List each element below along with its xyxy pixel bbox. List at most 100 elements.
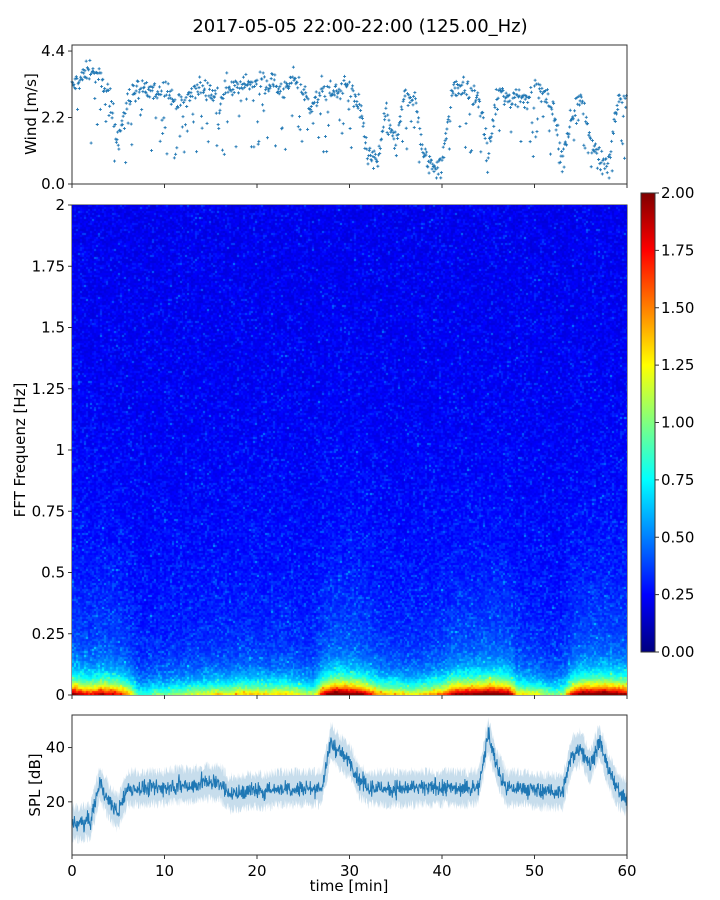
y-tick-label: 2.2 <box>41 109 65 127</box>
wind-point <box>562 165 566 169</box>
wind-point <box>82 71 86 75</box>
wind-point <box>89 141 93 145</box>
wind-point <box>358 115 362 119</box>
wind-point <box>492 103 496 107</box>
wind-point <box>170 88 174 92</box>
wind-point <box>410 98 414 102</box>
wind-point <box>377 144 381 148</box>
wind-point <box>409 96 413 100</box>
wind-point <box>155 96 159 100</box>
wind-point <box>381 125 385 129</box>
wind-point <box>293 76 297 80</box>
wind-point <box>501 89 505 93</box>
wind-point <box>327 123 331 127</box>
wind-point <box>277 87 281 91</box>
wind-point <box>264 88 268 92</box>
wind-point <box>150 89 154 93</box>
wind-point <box>376 164 380 168</box>
wind-point <box>125 107 129 111</box>
wind-point <box>546 92 550 96</box>
wind-point <box>238 80 242 84</box>
wind-point <box>450 89 454 93</box>
wind-point <box>485 141 489 145</box>
wind-point <box>326 110 330 114</box>
wind-point <box>318 94 322 98</box>
wind-point <box>342 79 346 83</box>
colorbar-tick-label: 1.25 <box>661 356 694 374</box>
wind-point <box>400 108 404 112</box>
wind-point <box>309 105 313 109</box>
wind-point <box>283 147 287 151</box>
wind-point <box>235 86 239 90</box>
wind-point <box>271 82 275 86</box>
wind-point <box>610 139 614 143</box>
wind-point <box>80 70 84 74</box>
wind-point <box>206 140 210 144</box>
wind-point <box>584 120 588 124</box>
wind-point <box>593 150 597 154</box>
wind-point <box>213 89 217 93</box>
wind-point <box>74 87 78 91</box>
wind-point <box>265 136 269 140</box>
wind-point <box>603 167 607 171</box>
wind-point <box>561 154 565 158</box>
wind-point <box>494 112 498 116</box>
wind-point <box>620 101 624 105</box>
wind-point <box>446 120 450 124</box>
wind-point <box>236 82 240 86</box>
wind-point <box>533 78 537 82</box>
wind-point <box>259 85 263 89</box>
wind-point <box>362 135 366 139</box>
wind-point <box>422 152 426 156</box>
wind-point <box>394 154 398 158</box>
wind-point <box>382 112 386 116</box>
wind-point <box>298 115 302 119</box>
wind-point <box>386 113 390 117</box>
wind-point <box>322 85 326 89</box>
wind-point <box>551 100 555 104</box>
wind-point <box>575 96 579 100</box>
wind-point <box>537 96 541 100</box>
wind-point <box>267 89 271 93</box>
wind-point <box>92 71 96 75</box>
wind-point <box>621 114 625 118</box>
wind-point <box>103 103 107 107</box>
y-tick-label: 0.75 <box>32 502 65 520</box>
wind-point <box>372 149 376 153</box>
spl-line <box>71 727 628 833</box>
wind-point <box>590 151 594 155</box>
wind-point <box>509 130 513 134</box>
wind-point <box>357 92 361 96</box>
wind-point <box>346 82 350 86</box>
wind-point <box>576 118 580 122</box>
wind-point <box>478 114 482 118</box>
wind-point <box>476 91 480 95</box>
wind-point <box>350 87 354 91</box>
wind-point <box>248 83 252 87</box>
wind-point <box>193 84 197 88</box>
wind-point <box>573 113 577 117</box>
wind-point <box>264 85 268 89</box>
wind-point <box>278 89 282 93</box>
wind-point <box>393 130 397 134</box>
wind-point <box>560 170 564 174</box>
wind-point <box>241 87 245 91</box>
wind-point <box>207 94 211 98</box>
wind-point <box>477 97 481 101</box>
wind-point <box>142 85 146 89</box>
spl-xlabel: time [min] <box>310 877 389 895</box>
wind-point <box>174 152 178 156</box>
wind-point <box>233 84 237 88</box>
wind-point <box>457 91 461 95</box>
wind-point <box>394 143 398 147</box>
wind-point <box>539 100 543 104</box>
wind-point <box>238 86 242 90</box>
wind-point <box>79 75 83 79</box>
wind-point <box>359 108 363 112</box>
wind-point <box>368 146 372 150</box>
wind-point <box>589 137 593 141</box>
wind-point <box>615 103 619 107</box>
wind-point <box>460 83 464 87</box>
wind-point <box>135 84 139 88</box>
wind-point <box>493 106 497 110</box>
